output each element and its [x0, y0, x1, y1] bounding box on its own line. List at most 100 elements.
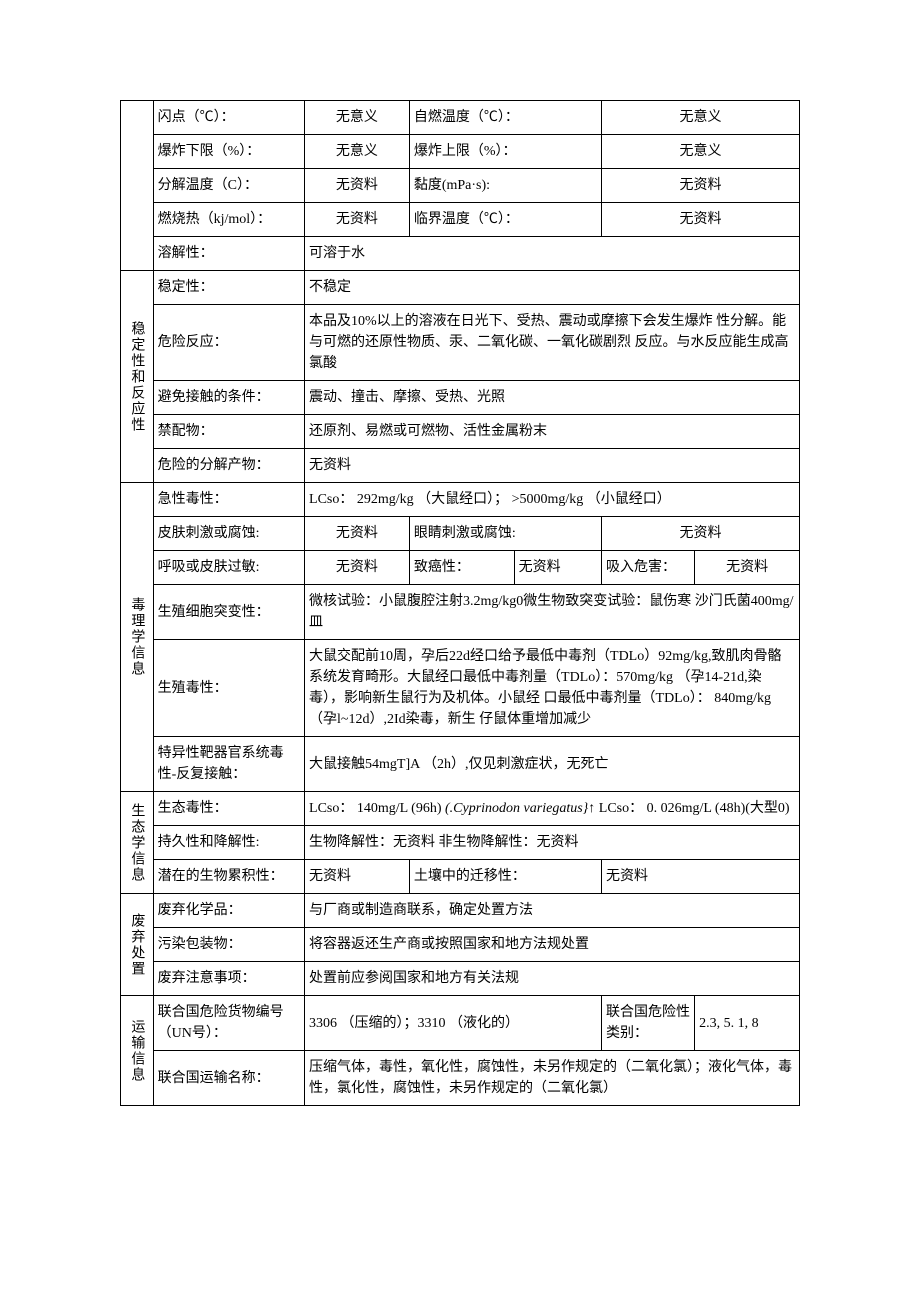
acute-label: 急性毒性：	[153, 483, 304, 517]
section-ecology: 生态学信息	[121, 792, 154, 894]
chemical-data-table: 闪点（℃）： 无意义 自燃温度（℃）： 无意义 爆炸下限（%）： 无意义 爆炸上…	[120, 100, 800, 1106]
table-row: 废弃注意事项： 处置前应参阅国家和地方有关法规	[121, 962, 800, 996]
incompatible-value: 还原剂、易燃或可燃物、活性金属粉末	[305, 415, 800, 449]
eye-value: 无资料	[601, 517, 799, 551]
eco-tox-prefix: LCso： 140mg/L (96h)	[309, 801, 445, 816]
table-row: 运输信息 联合国危险货物编号（UN号）： 3306 （压缩的）；3310 （液化…	[121, 996, 800, 1051]
table-row: 爆炸下限（%）： 无意义 爆炸上限（%）： 无意义	[121, 135, 800, 169]
viscosity-label: 黏度(mPa·s):	[409, 169, 601, 203]
repro-value: 大鼠交配前10周，孕后22d经口给予最低中毒剂（TDLo）92mg/kg,致肌肉…	[305, 640, 800, 737]
flash-point-value: 无意义	[305, 101, 410, 135]
disposal-packaging-value: 将容器返还生产商或按照国家和地方法规处置	[305, 928, 800, 962]
table-row: 避免接触的条件： 震动、撞击、摩擦、受热、光照	[121, 381, 800, 415]
solubility-label: 溶解性：	[153, 237, 304, 271]
repro-label: 生殖毒性：	[153, 640, 304, 737]
hazard-reaction-value: 本品及10%以上的溶液在日光下、受热、震动或摩擦下会发生爆炸 性分解。能与可燃的…	[305, 305, 800, 381]
germ-cell-value: 微核试验：小鼠腹腔注射3.2mg/kg0微生物致突变试验：鼠伤寒 沙门氏菌400…	[305, 585, 800, 640]
inhale-value: 无资料	[695, 551, 800, 585]
resp-value: 无资料	[305, 551, 410, 585]
table-row: 毒理学信息 急性毒性： LCso： 292mg/kg （大鼠经口）； >5000…	[121, 483, 800, 517]
eye-label: 眼睛刺激或腐蚀:	[409, 517, 601, 551]
decomp-temp-value: 无资料	[305, 169, 410, 203]
disposal-precaution-value: 处置前应参阅国家和地方有关法规	[305, 962, 800, 996]
stability-value: 不稳定	[305, 271, 800, 305]
combustion-heat-value: 无资料	[305, 203, 410, 237]
eco-tox-suffix: ↑ LCso： 0. 026mg/L (48h)(大型0)	[588, 801, 789, 816]
section-physical	[121, 101, 154, 271]
autoignition-value: 无意义	[601, 101, 799, 135]
table-row: 危险的分解产物： 无资料	[121, 449, 800, 483]
acute-value: LCso： 292mg/kg （大鼠经口）； >5000mg/kg （小鼠经口）	[305, 483, 800, 517]
carcinogen-label: 致癌性：	[409, 551, 514, 585]
combustion-heat-label: 燃烧热（kj/mol）：	[153, 203, 304, 237]
hazard-reaction-label: 危险反应：	[153, 305, 304, 381]
eco-tox-label: 生态毒性：	[153, 792, 304, 826]
section-disposal: 废弃处置	[121, 894, 154, 996]
disposal-chemical-label: 废弃化学品：	[153, 894, 304, 928]
table-row: 闪点（℃）： 无意义 自燃温度（℃）： 无意义	[121, 101, 800, 135]
autoignition-label: 自燃温度（℃）：	[409, 101, 601, 135]
table-row: 持久性和降解性: 生物降解性：无资料 非生物降解性：无资料	[121, 826, 800, 860]
persistence-value: 生物降解性：无资料 非生物降解性：无资料	[305, 826, 800, 860]
soil-value: 无资料	[601, 860, 799, 894]
table-row: 燃烧热（kj/mol）： 无资料 临界温度（℃）： 无资料	[121, 203, 800, 237]
incompatible-label: 禁配物：	[153, 415, 304, 449]
eco-tox-value: LCso： 140mg/L (96h) (.Cyprinodon variega…	[305, 792, 800, 826]
table-row: 废弃处置 废弃化学品： 与厂商或制造商联系，确定处置方法	[121, 894, 800, 928]
un-name-label: 联合国运输名称：	[153, 1051, 304, 1106]
solubility-value: 可溶于水	[305, 237, 800, 271]
skin-label: 皮肤刺激或腐蚀:	[153, 517, 304, 551]
un-class-label: 联合国危险性类别：	[601, 996, 694, 1051]
section-stability: 稳定性和反应性	[121, 271, 154, 483]
table-row: 溶解性： 可溶于水	[121, 237, 800, 271]
flash-point-label: 闪点（℃）：	[153, 101, 304, 135]
avoid-conditions-label: 避免接触的条件：	[153, 381, 304, 415]
table-row: 污染包装物： 将容器返还生产商或按照国家和地方法规处置	[121, 928, 800, 962]
resp-label: 呼吸或皮肤过敏:	[153, 551, 304, 585]
table-row: 特异性靶器官系统毒性-反复接触： 大鼠接触54mgT]A （2h）,仅见刺激症状…	[121, 737, 800, 792]
disposal-chemical-value: 与厂商或制造商联系，确定处置方法	[305, 894, 800, 928]
eco-tox-italic: (.Cyprinodon variegatus}	[445, 801, 588, 816]
disposal-packaging-label: 污染包装物：	[153, 928, 304, 962]
organ-value: 大鼠接触54mgT]A （2h）,仅见刺激症状，无死亡	[305, 737, 800, 792]
table-row: 分解温度（C）： 无资料 黏度(mPa·s): 无资料	[121, 169, 800, 203]
section-toxicology: 毒理学信息	[121, 483, 154, 792]
table-row: 生殖细胞突变性： 微核试验：小鼠腹腔注射3.2mg/kg0微生物致突变试验：鼠伤…	[121, 585, 800, 640]
bioaccum-label: 潜在的生物累积性：	[153, 860, 304, 894]
decomp-products-label: 危险的分解产物：	[153, 449, 304, 483]
table-row: 联合国运输名称： 压缩气体，毒性，氧化性，腐蚀性，未另作规定的（二氧化氯）；液化…	[121, 1051, 800, 1106]
critical-temp-value: 无资料	[601, 203, 799, 237]
table-row: 生殖毒性： 大鼠交配前10周，孕后22d经口给予最低中毒剂（TDLo）92mg/…	[121, 640, 800, 737]
explosion-lower-label: 爆炸下限（%）：	[153, 135, 304, 169]
un-name-value: 压缩气体，毒性，氧化性，腐蚀性，未另作规定的（二氧化氯）；液化气体，毒性，氯化性…	[305, 1051, 800, 1106]
table-row: 呼吸或皮肤过敏: 无资料 致癌性： 无资料 吸入危害： 无资料	[121, 551, 800, 585]
skin-value: 无资料	[305, 517, 410, 551]
organ-label: 特异性靶器官系统毒性-反复接触：	[153, 737, 304, 792]
bioaccum-value: 无资料	[305, 860, 410, 894]
explosion-lower-value: 无意义	[305, 135, 410, 169]
viscosity-value: 无资料	[601, 169, 799, 203]
table-row: 生态学信息 生态毒性： LCso： 140mg/L (96h) (.Cyprin…	[121, 792, 800, 826]
carcinogen-value: 无资料	[514, 551, 601, 585]
table-row: 潜在的生物累积性： 无资料 土壤中的迁移性： 无资料	[121, 860, 800, 894]
un-number-value: 3306 （压缩的）；3310 （液化的）	[305, 996, 602, 1051]
decomp-products-value: 无资料	[305, 449, 800, 483]
table-row: 危险反应： 本品及10%以上的溶液在日光下、受热、震动或摩擦下会发生爆炸 性分解…	[121, 305, 800, 381]
table-row: 禁配物： 还原剂、易燃或可燃物、活性金属粉末	[121, 415, 800, 449]
disposal-precaution-label: 废弃注意事项：	[153, 962, 304, 996]
soil-label: 土壤中的迁移性：	[409, 860, 601, 894]
inhale-label: 吸入危害：	[601, 551, 694, 585]
decomp-temp-label: 分解温度（C）：	[153, 169, 304, 203]
un-class-value: 2.3, 5. 1, 8	[695, 996, 800, 1051]
table-row: 皮肤刺激或腐蚀: 无资料 眼睛刺激或腐蚀: 无资料	[121, 517, 800, 551]
critical-temp-label: 临界温度（℃）：	[409, 203, 601, 237]
explosion-upper-value: 无意义	[601, 135, 799, 169]
germ-cell-label: 生殖细胞突变性：	[153, 585, 304, 640]
un-number-label: 联合国危险货物编号（UN号）：	[153, 996, 304, 1051]
avoid-conditions-value: 震动、撞击、摩擦、受热、光照	[305, 381, 800, 415]
table-row: 稳定性和反应性 稳定性： 不稳定	[121, 271, 800, 305]
section-transport: 运输信息	[121, 996, 154, 1106]
persistence-label: 持久性和降解性:	[153, 826, 304, 860]
stability-label: 稳定性：	[153, 271, 304, 305]
explosion-upper-label: 爆炸上限（%）：	[409, 135, 601, 169]
